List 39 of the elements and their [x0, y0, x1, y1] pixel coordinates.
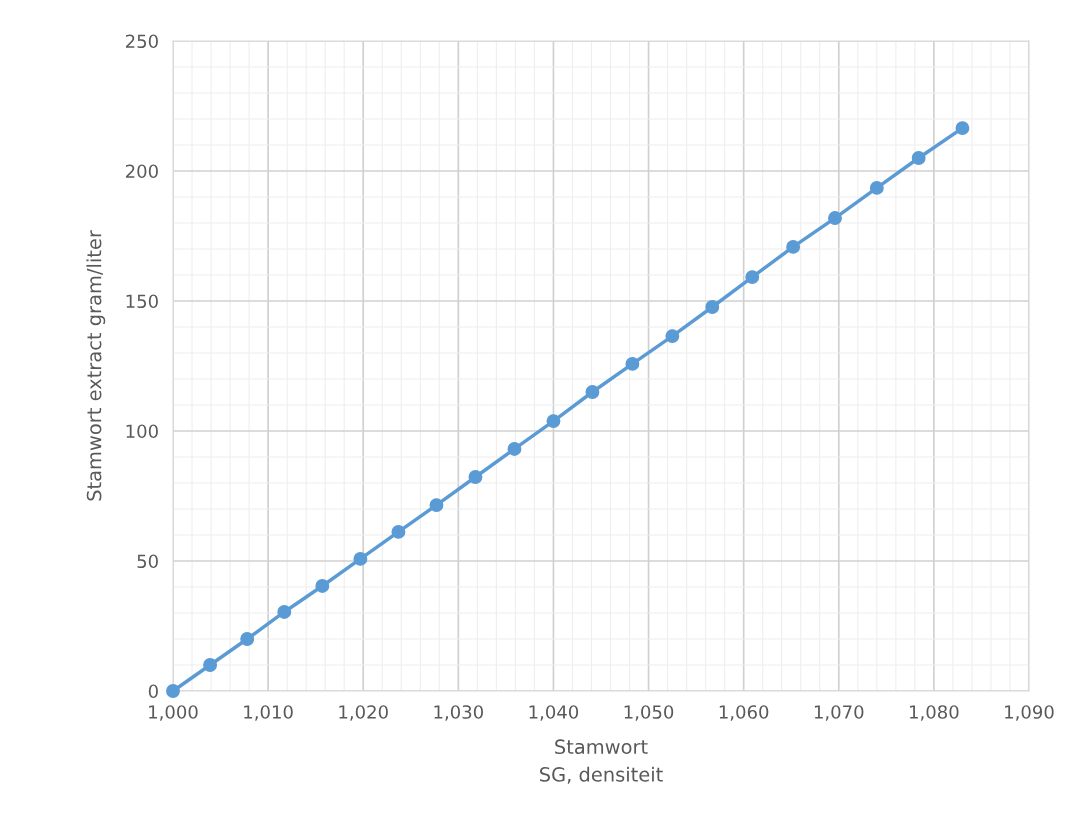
y-tick-label: 250	[125, 34, 158, 49]
point	[507, 441, 522, 456]
x-tick-label: 1,060	[719, 705, 769, 721]
y-tick-label: 200	[125, 164, 158, 179]
point	[745, 270, 760, 285]
y-axis-title: Stamwort extract gram/liter	[86, 230, 106, 501]
point	[911, 151, 926, 165]
point	[166, 684, 180, 698]
x-axis-title: Stamwort SG, densiteit	[540, 739, 663, 784]
x-tick-label: 1,070	[814, 705, 864, 721]
x-tick-label: 1,030	[434, 705, 483, 721]
point	[353, 551, 368, 566]
x-tick-label: 1,080	[910, 705, 959, 721]
point	[468, 470, 483, 484]
y-tick-label: 0	[148, 684, 158, 699]
y-tick-label: 100	[126, 424, 158, 439]
x-tick-label: 1,090	[1005, 705, 1054, 721]
point	[315, 579, 330, 593]
point	[625, 356, 640, 371]
y-tick-label: 150	[126, 294, 158, 309]
point	[203, 658, 218, 672]
point	[240, 632, 255, 646]
point	[429, 498, 444, 513]
point	[585, 385, 600, 399]
x-tick-label: 1,040	[529, 705, 579, 721]
x-tick-label: 1,050	[624, 705, 674, 721]
point	[955, 121, 970, 136]
x-tick-label: 1,010	[244, 705, 293, 721]
y-tick-label: 50	[137, 554, 158, 569]
x-tick-label: 1,020	[339, 705, 388, 721]
point	[665, 329, 680, 344]
point	[869, 180, 884, 195]
point	[546, 414, 561, 429]
x-tick-label: 1,000	[149, 705, 198, 721]
point	[828, 211, 842, 226]
point	[391, 524, 406, 539]
point	[705, 300, 720, 314]
point	[786, 239, 801, 254]
point	[277, 605, 292, 619]
